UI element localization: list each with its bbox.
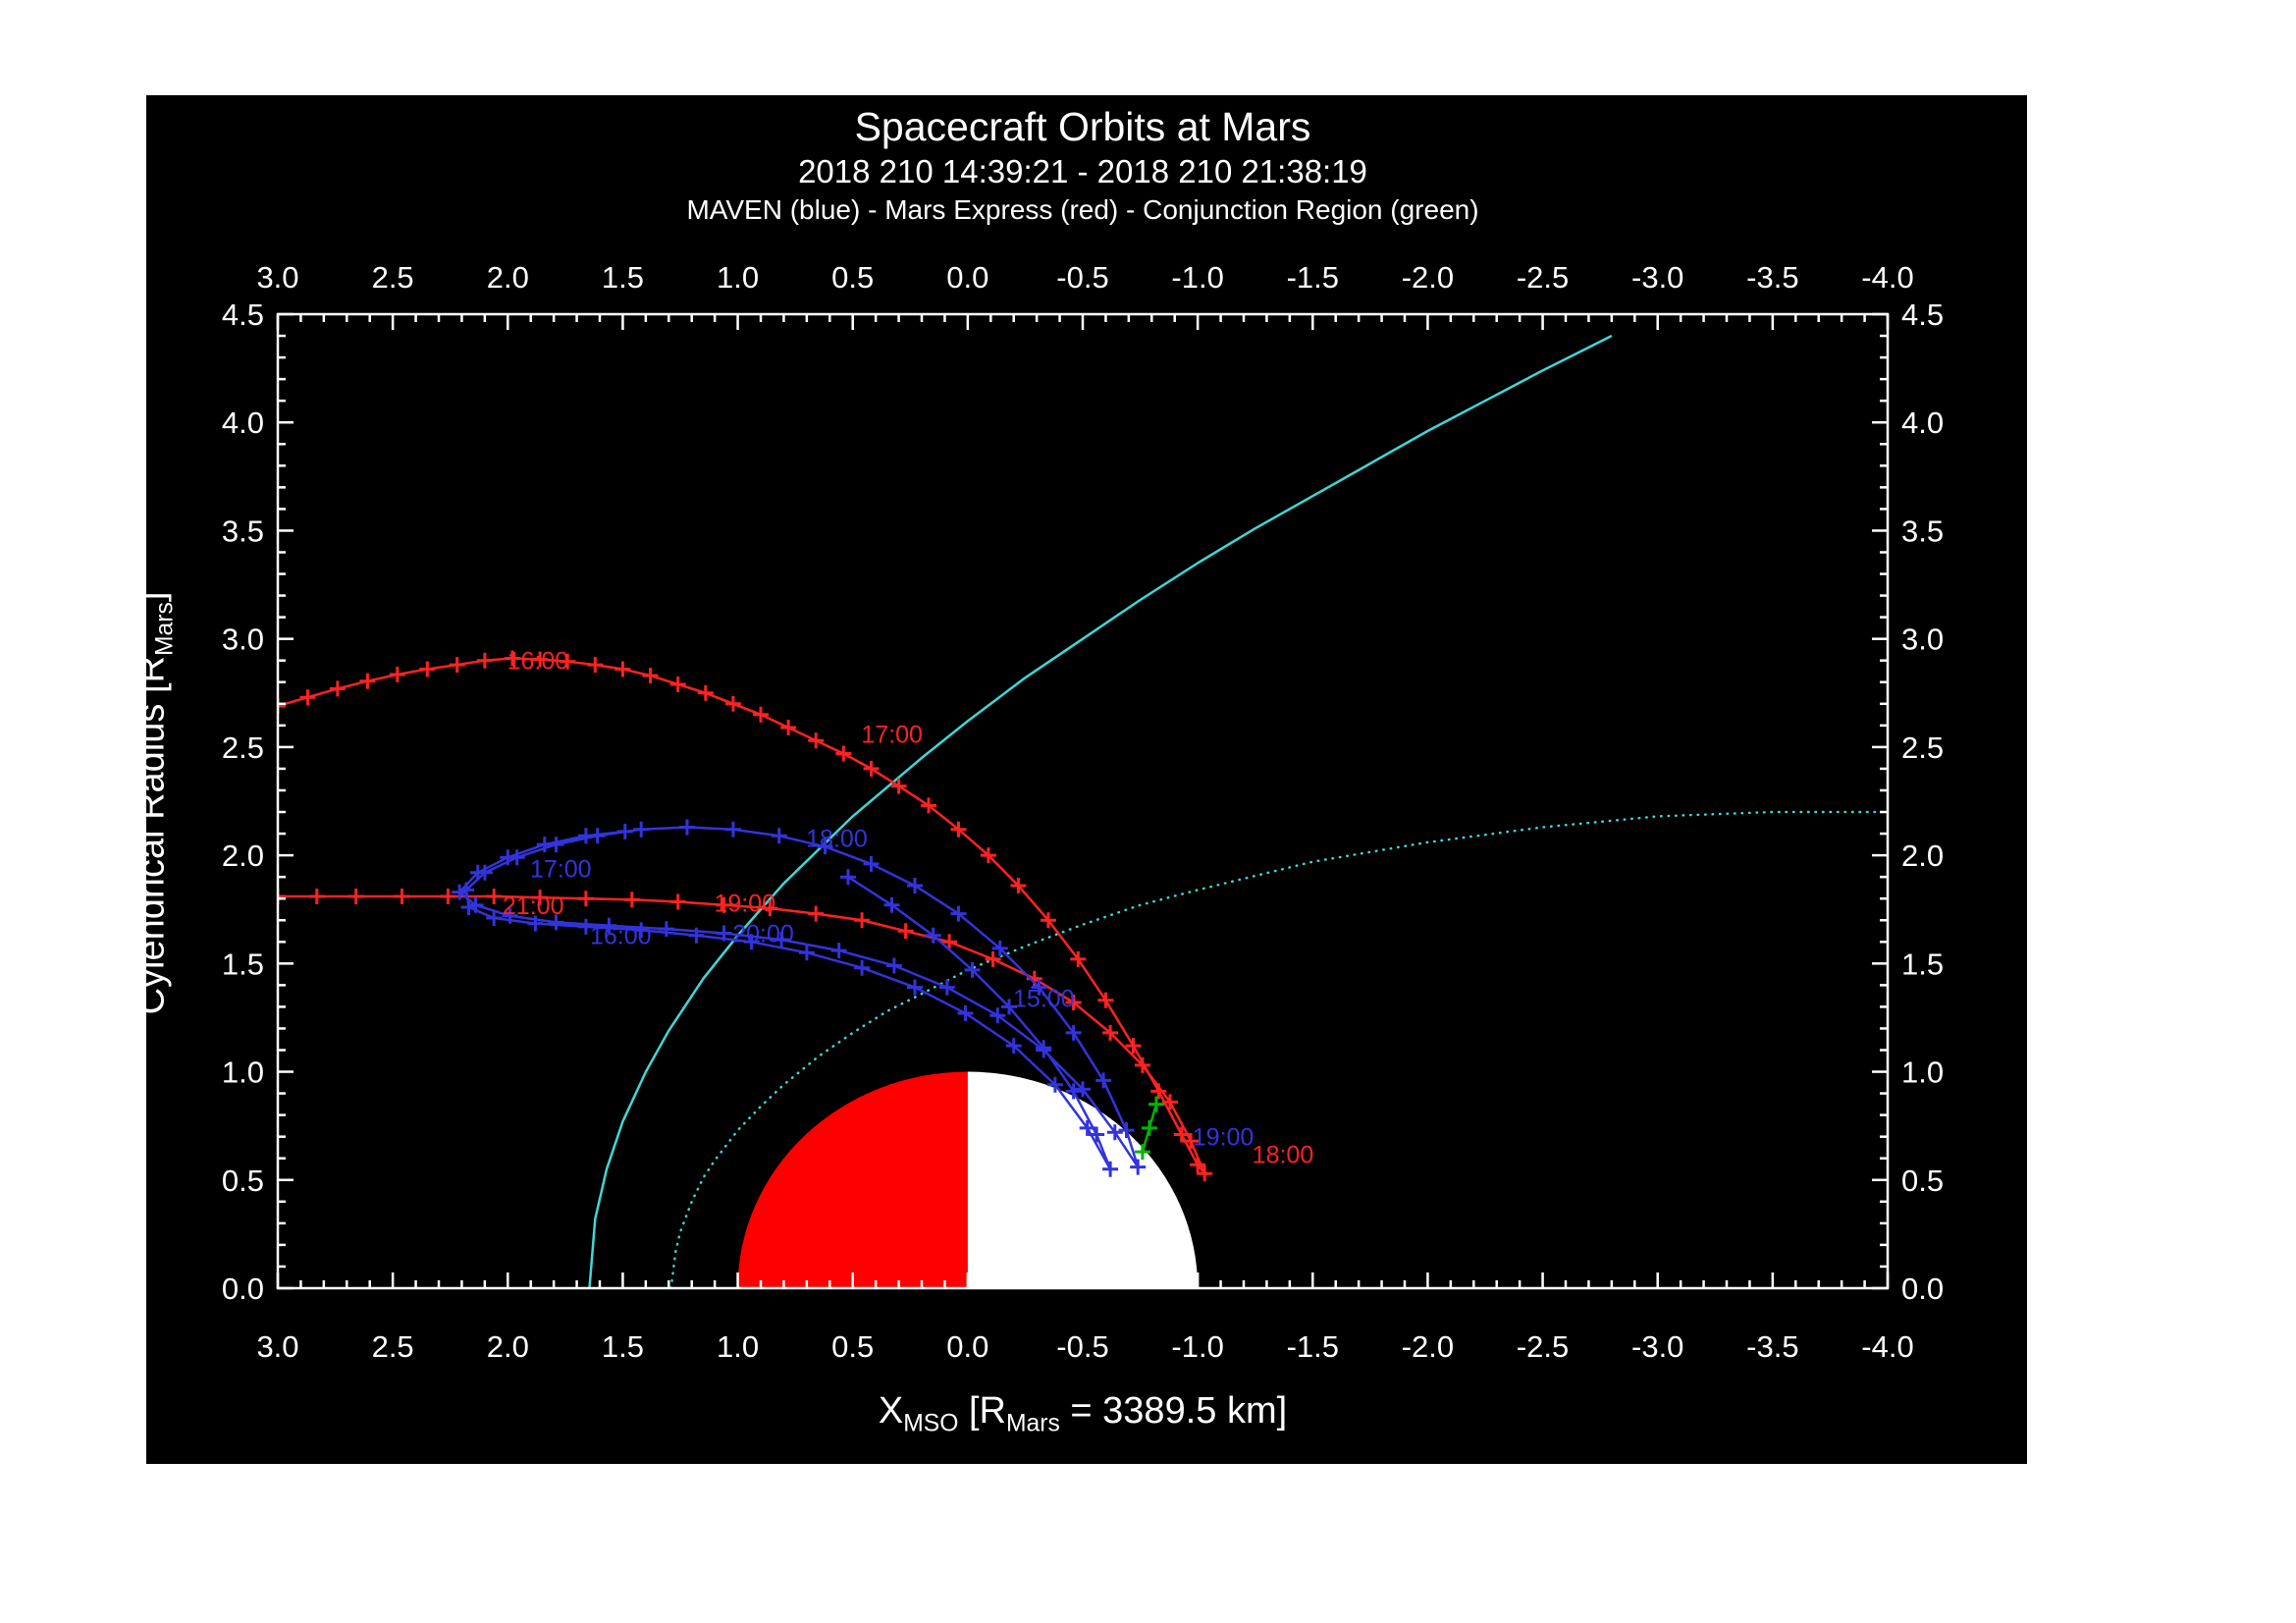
svg-text:-3.0: -3.0 bbox=[1631, 260, 1683, 295]
svg-text:0.0: 0.0 bbox=[1901, 1271, 1944, 1306]
mars-express-orbit-markers bbox=[278, 650, 1213, 1182]
svg-text:-1.5: -1.5 bbox=[1287, 1329, 1339, 1364]
svg-text:2.5: 2.5 bbox=[222, 730, 264, 765]
mars-dayside bbox=[737, 1071, 968, 1288]
svg-text:2.5: 2.5 bbox=[1901, 730, 1944, 765]
svg-text:3.0: 3.0 bbox=[1901, 622, 1944, 657]
maven-orbit-markers bbox=[452, 819, 1147, 1177]
svg-text:3.5: 3.5 bbox=[1901, 514, 1944, 548]
x-axis-label-pre: X bbox=[878, 1390, 904, 1432]
svg-text:1.5: 1.5 bbox=[602, 260, 644, 295]
svg-text:-1.0: -1.0 bbox=[1171, 260, 1223, 295]
svg-text:-2.5: -2.5 bbox=[1517, 260, 1569, 295]
time-label: 15:00 bbox=[1013, 986, 1075, 1013]
svg-text:3.0: 3.0 bbox=[256, 260, 298, 295]
svg-text:1.5: 1.5 bbox=[1901, 947, 1944, 981]
conjunction-region-marks-markers bbox=[1134, 1096, 1164, 1161]
time-label: 21:00 bbox=[503, 893, 564, 920]
svg-text:1.0: 1.0 bbox=[1901, 1055, 1944, 1090]
x-axis-label-post: = 3389.5 km] bbox=[1059, 1390, 1288, 1432]
axis-ticks bbox=[276, 312, 1890, 1290]
x-axis-label-mid: [R bbox=[958, 1390, 1006, 1432]
y-axis-label-post: ] bbox=[131, 591, 173, 603]
svg-text:-3.0: -3.0 bbox=[1631, 1329, 1683, 1364]
svg-text:2.0: 2.0 bbox=[487, 260, 529, 295]
svg-text:-2.5: -2.5 bbox=[1517, 1329, 1569, 1364]
time-label: 19:00 bbox=[714, 891, 775, 918]
time-labels: 16:0017:0018:0019:0021:0015:0016:0017:00… bbox=[503, 648, 1313, 1169]
svg-text:0.5: 0.5 bbox=[831, 260, 874, 295]
trajectories bbox=[278, 334, 1888, 1288]
svg-text:1.0: 1.0 bbox=[717, 1329, 759, 1364]
y-axis-label: Cylendrical Radius [RMars] bbox=[132, 592, 180, 1015]
svg-text:-0.5: -0.5 bbox=[1056, 1329, 1108, 1364]
svg-text:4.5: 4.5 bbox=[1901, 298, 1944, 332]
svg-text:-2.0: -2.0 bbox=[1402, 260, 1454, 295]
time-label: 16:00 bbox=[590, 923, 652, 950]
svg-text:1.5: 1.5 bbox=[222, 947, 264, 981]
svg-text:1.0: 1.0 bbox=[717, 260, 759, 295]
time-label: 18:00 bbox=[806, 825, 868, 852]
svg-text:1.5: 1.5 bbox=[602, 1329, 644, 1364]
mars-express-orbit bbox=[278, 650, 1213, 1182]
svg-text:-3.5: -3.5 bbox=[1746, 260, 1798, 295]
svg-text:-1.5: -1.5 bbox=[1287, 260, 1339, 295]
maven-orbit bbox=[452, 819, 1147, 1177]
x-axis-label: XMSO [RMars = 3389.5 km] bbox=[278, 1390, 1888, 1438]
svg-text:0.0: 0.0 bbox=[946, 1329, 988, 1364]
bow-shock-curve bbox=[588, 334, 1613, 1288]
mars-nightside bbox=[967, 1071, 1199, 1288]
y-axis-label-pre: Cylendrical Radius [R bbox=[131, 656, 173, 1015]
svg-text:-3.5: -3.5 bbox=[1746, 1329, 1798, 1364]
svg-text:0.5: 0.5 bbox=[831, 1329, 874, 1364]
svg-text:2.0: 2.0 bbox=[487, 1329, 529, 1364]
x-axis-label-sub1: MSO bbox=[903, 1410, 959, 1437]
legend-line: MAVEN (blue) - Mars Express (red) - Conj… bbox=[686, 194, 1479, 225]
svg-text:-2.0: -2.0 bbox=[1402, 1329, 1454, 1364]
svg-text:1.0: 1.0 bbox=[222, 1055, 264, 1090]
svg-text:0.5: 0.5 bbox=[222, 1163, 264, 1198]
time-range-subtitle: 2018 210 14:39:21 - 2018 210 21:38:19 bbox=[798, 153, 1367, 189]
time-label: 16:00 bbox=[507, 648, 569, 676]
svg-text:0.0: 0.0 bbox=[946, 260, 988, 295]
mars-disk bbox=[737, 1071, 1199, 1288]
svg-text:-0.5: -0.5 bbox=[1056, 260, 1108, 295]
pileup-boundary-curve bbox=[669, 810, 1888, 1288]
svg-text:-1.0: -1.0 bbox=[1171, 1329, 1223, 1364]
svg-text:3.0: 3.0 bbox=[256, 1329, 298, 1364]
time-label: 18:00 bbox=[1253, 1141, 1314, 1168]
svg-text:-4.0: -4.0 bbox=[1861, 260, 1913, 295]
svg-text:2.0: 2.0 bbox=[222, 839, 264, 873]
time-label: 17:00 bbox=[861, 722, 923, 749]
tick-labels: 3.0 3.0 2.5 2.5 2.0 2.0 1.5 1.5 1.0 1.0 0.5 0.5 0.0 0… bbox=[222, 260, 1944, 1364]
conjunction-region-marks bbox=[1134, 1096, 1164, 1161]
svg-text:4.5: 4.5 bbox=[222, 298, 264, 332]
svg-text:3.5: 3.5 bbox=[222, 514, 264, 548]
svg-text:2.5: 2.5 bbox=[372, 260, 414, 295]
svg-text:0.5: 0.5 bbox=[1901, 1163, 1944, 1198]
svg-text:4.0: 4.0 bbox=[1901, 406, 1944, 440]
time-label: 19:00 bbox=[1193, 1124, 1255, 1152]
svg-text:2.0: 2.0 bbox=[1901, 839, 1944, 873]
page-title: Spacecraft Orbits at Mars bbox=[854, 104, 1311, 149]
svg-text:3.0: 3.0 bbox=[222, 622, 264, 657]
svg-text:-4.0: -4.0 bbox=[1861, 1329, 1913, 1364]
time-label: 17:00 bbox=[530, 855, 592, 883]
y-axis-label-sub: Mars bbox=[151, 602, 179, 657]
time-label: 20:00 bbox=[732, 920, 794, 947]
svg-text:2.5: 2.5 bbox=[372, 1329, 414, 1364]
svg-text:0.0: 0.0 bbox=[222, 1271, 264, 1306]
svg-text:4.0: 4.0 bbox=[222, 406, 264, 440]
x-axis-label-sub2: Mars bbox=[1005, 1410, 1060, 1437]
